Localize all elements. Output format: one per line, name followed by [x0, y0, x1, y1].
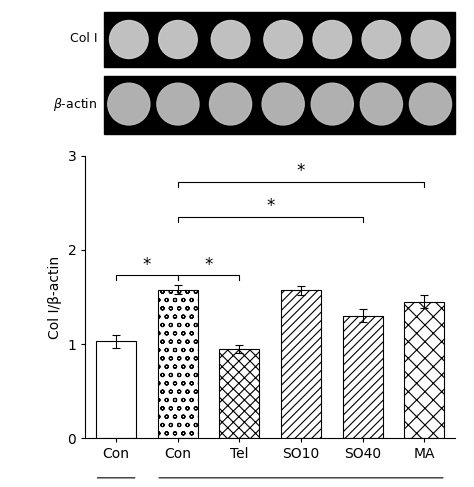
Text: *: * [143, 256, 151, 274]
Bar [343, 316, 383, 438]
Bar [158, 290, 198, 438]
Text: Col I: Col I [70, 32, 97, 45]
Ellipse shape [313, 20, 352, 58]
Bar [404, 302, 444, 438]
Ellipse shape [159, 20, 197, 58]
Bar [219, 349, 259, 438]
Ellipse shape [157, 83, 199, 125]
Ellipse shape [410, 83, 452, 125]
Ellipse shape [264, 20, 302, 58]
Y-axis label: Col I/β-actin: Col I/β-actin [48, 256, 62, 338]
Ellipse shape [411, 20, 450, 58]
Ellipse shape [360, 83, 402, 125]
Ellipse shape [311, 83, 353, 125]
Ellipse shape [262, 83, 304, 125]
Bar [104, 12, 455, 67]
Ellipse shape [211, 20, 250, 58]
Ellipse shape [362, 20, 401, 58]
Text: *: * [297, 162, 305, 180]
Bar [104, 75, 455, 134]
Ellipse shape [210, 83, 252, 125]
Text: *: * [204, 256, 213, 274]
Bar [96, 341, 136, 438]
Text: $\beta$-actin: $\beta$-actin [53, 96, 97, 113]
Bar [281, 290, 321, 438]
Ellipse shape [109, 20, 148, 58]
Text: *: * [266, 197, 274, 215]
Ellipse shape [108, 83, 150, 125]
